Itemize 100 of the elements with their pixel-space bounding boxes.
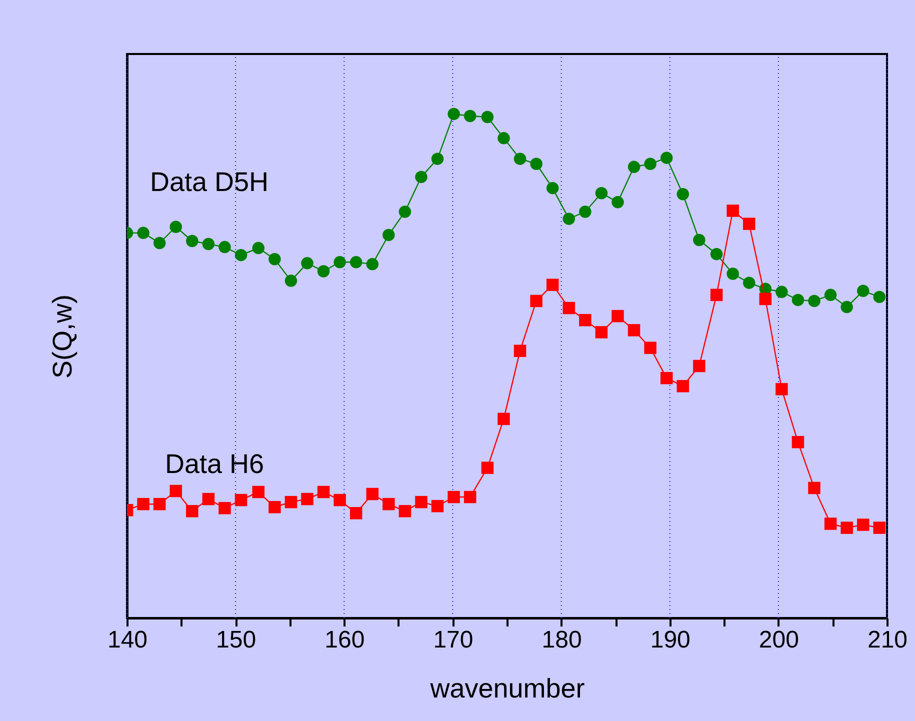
- point: [514, 152, 526, 165]
- point: [792, 294, 804, 306]
- point: [824, 518, 837, 530]
- point: [726, 268, 739, 280]
- point: [742, 218, 756, 230]
- point: [234, 494, 248, 506]
- point: [628, 324, 640, 336]
- point: [595, 187, 608, 200]
- point: [218, 240, 231, 254]
- point: [579, 314, 592, 326]
- x-axis-title: wavenumber: [429, 674, 585, 704]
- point: [628, 160, 640, 174]
- point: [202, 492, 215, 506]
- point: [579, 206, 592, 218]
- point: [415, 170, 428, 184]
- point: [301, 257, 314, 270]
- point: [284, 496, 298, 508]
- x-tick-label: 180: [542, 626, 582, 654]
- x-tick-label: 210: [867, 626, 908, 654]
- point: [268, 500, 281, 514]
- point: [218, 502, 231, 514]
- point: [481, 110, 494, 124]
- x-tick-label: 140: [107, 626, 148, 654]
- point: [170, 220, 182, 233]
- point: [448, 108, 460, 120]
- point: [530, 158, 542, 170]
- point: [481, 462, 494, 474]
- point: [644, 342, 656, 354]
- point: [234, 248, 248, 262]
- point: [170, 484, 182, 498]
- point: [759, 292, 772, 306]
- point: [498, 412, 510, 426]
- point: [252, 486, 264, 498]
- point: [382, 498, 395, 510]
- point: [824, 288, 837, 302]
- point: [464, 490, 476, 504]
- x-tick-label: 150: [216, 626, 256, 654]
- y-axis-title: S(Q,w): [48, 294, 78, 378]
- point: [464, 110, 476, 122]
- point: [840, 522, 853, 534]
- point: [776, 383, 788, 396]
- point: [202, 238, 215, 250]
- point: [382, 228, 395, 242]
- point: [530, 294, 542, 308]
- point: [840, 300, 853, 314]
- point: [350, 507, 362, 520]
- point: [776, 286, 788, 298]
- point: [415, 496, 428, 508]
- point: [514, 344, 526, 357]
- point: [644, 158, 656, 170]
- point: [856, 518, 870, 531]
- point: [693, 234, 706, 246]
- point: [546, 182, 559, 194]
- point: [448, 490, 460, 504]
- point: [366, 258, 378, 270]
- point: [660, 152, 673, 164]
- point: [808, 482, 820, 494]
- point: [334, 494, 346, 506]
- point: [334, 256, 346, 268]
- point: [792, 436, 804, 448]
- point: [186, 505, 198, 518]
- point: [153, 498, 166, 510]
- point: [710, 288, 723, 302]
- point: [676, 380, 690, 392]
- point: [612, 196, 624, 208]
- point: [856, 284, 870, 297]
- point: [366, 488, 378, 500]
- point: [153, 236, 166, 250]
- point: [808, 294, 820, 308]
- point: [693, 360, 706, 372]
- point: [137, 498, 150, 510]
- series-label: Data D5H: [150, 167, 269, 197]
- point: [350, 256, 362, 268]
- point: [137, 226, 150, 240]
- point: [562, 212, 576, 225]
- point: [398, 505, 412, 518]
- point: [252, 242, 264, 254]
- point: [676, 188, 690, 200]
- point: [186, 234, 198, 248]
- point: [284, 274, 298, 287]
- point: [431, 152, 444, 165]
- series-label: Data H6: [165, 449, 264, 479]
- point: [498, 132, 510, 144]
- point: [612, 310, 624, 322]
- x-tick-label: 190: [650, 626, 690, 654]
- point: [660, 372, 673, 384]
- x-tick-label: 170: [433, 626, 474, 654]
- point: [710, 248, 723, 260]
- point: [317, 265, 330, 278]
- x-tick-label: 160: [324, 626, 365, 654]
- point: [431, 500, 444, 512]
- point: [873, 290, 886, 304]
- point: [742, 276, 756, 289]
- point: [398, 206, 412, 218]
- point: [726, 204, 739, 217]
- point: [562, 302, 576, 314]
- point: [546, 278, 559, 291]
- point: [301, 492, 314, 506]
- x-tick-label: 200: [758, 626, 799, 654]
- point: [873, 522, 886, 534]
